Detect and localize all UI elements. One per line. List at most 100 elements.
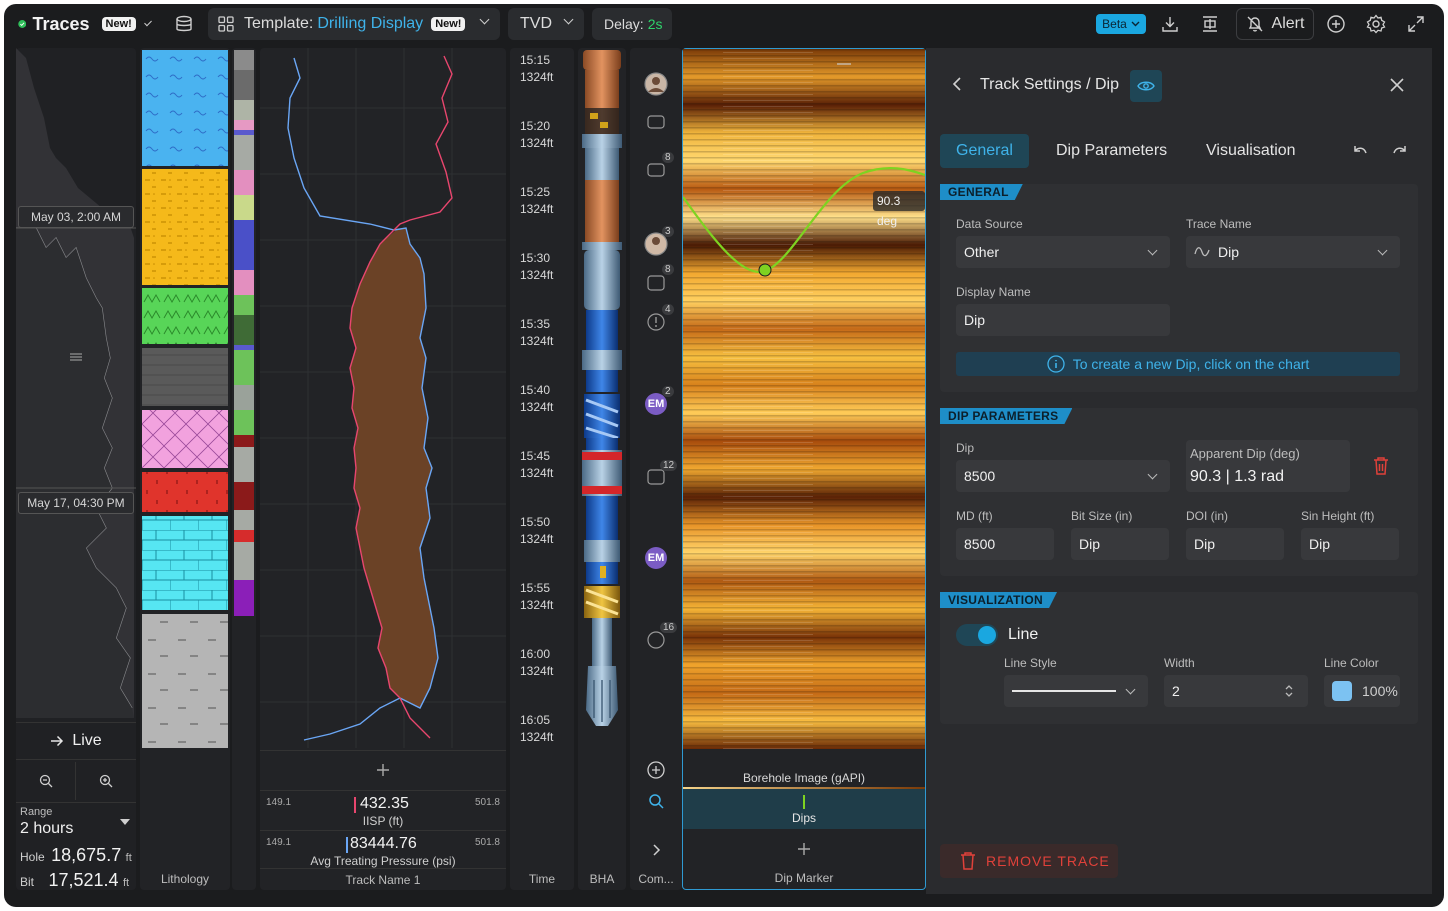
redo-button[interactable] [1390,142,1410,162]
borehole-legend[interactable]: Borehole Image (gAPI) [683,751,925,789]
depth-value: 1324ft [520,70,554,84]
dips-marker [803,795,805,809]
curve-legend-2[interactable]: 149.1 501.8 83444.76 Avg Treating Pressu… [260,830,506,870]
display-name-input[interactable]: Dip [956,304,1170,336]
caret-down-icon [120,819,130,825]
bha-track[interactable]: BHA [578,48,626,890]
line-style-select[interactable] [1004,675,1148,707]
align-button[interactable] [1194,8,1226,40]
overview-sparkline[interactable] [16,48,136,718]
bit-size-input[interactable]: Dip [1071,528,1169,560]
time-label: Time [528,872,556,886]
trace-name-select[interactable]: Dip [1186,236,1400,268]
range-label: Range [20,806,53,818]
comments-track[interactable]: 8 3 8 4 2 12 16 EM EM Com... [630,48,682,890]
delay-value: 2s [647,16,663,32]
app-title: Traces [32,13,90,34]
undo-button[interactable] [1350,142,1370,162]
delay-indicator[interactable]: Delay: 2s [592,8,672,40]
curve-plot[interactable] [260,48,506,748]
hole-label: Hole [20,850,45,864]
delete-dip-button[interactable] [1372,456,1392,478]
borehole-label: Borehole Image (gAPI) [742,771,866,785]
database-button[interactable] [168,8,200,40]
dip-marker-track[interactable]: 90.3 deg Borehole Image (gAPI) Dips Dip … [682,48,926,890]
depth-mode-select[interactable]: TVD [508,8,584,40]
live-button[interactable]: Live [16,722,136,760]
bell-off-icon [1247,16,1263,32]
time-value: 15:45 [520,449,551,463]
close-button[interactable] [1388,76,1406,94]
curve-value: 432.35 [360,795,409,812]
data-source-label: Data Source [956,217,1023,231]
bit-unit: ft [123,877,130,889]
curve-value: 83444.76 [350,835,417,852]
visibility-toggle[interactable] [1130,70,1162,102]
lithology-column [142,50,228,748]
trace-name-value: Dip [1218,244,1240,260]
stepper-icon[interactable] [1284,683,1294,699]
track-1[interactable]: 149.1 501.8 432.35 IISP (ft) 149.1 501.8… [260,48,506,890]
comment-count: 8 [662,152,674,163]
app-switcher[interactable]: Traces New! [18,8,152,40]
comment-count: 12 [660,460,678,471]
search-comments-button[interactable] [647,792,665,810]
plus-icon [377,763,389,776]
lithology-track[interactable]: Lithology [140,48,230,890]
dip-select[interactable]: 8500 [956,460,1170,492]
download-button[interactable] [1154,8,1186,40]
dip-tooltip: 90.3 deg [873,191,925,228]
zoom-in-button[interactable] [76,762,136,800]
add-comment-button[interactable] [1320,8,1352,40]
start-date-label: May 03, 2:00 AM [18,206,134,228]
remove-trace-button[interactable]: REMOVE TRACE [940,844,1118,878]
undo-icon [1354,146,1367,154]
comment-count: 3 [662,226,674,237]
tab-visualisation[interactable]: Visualisation [1206,142,1296,159]
width-label: Width [1164,656,1195,670]
alert-button[interactable]: Alert [1236,8,1314,40]
add-curve-button[interactable] [260,750,506,788]
time-value: 15:30 [520,251,551,265]
time-entry: 15:40 1324ft [520,382,553,416]
general-section: GENERAL Data Source Other Trace Name Dip… [940,184,1418,392]
color-strip-track[interactable] [232,48,256,890]
range-select[interactable]: Range 2 hours [16,802,136,842]
hole-depth: Hole 18,675.7 ft [20,845,136,867]
comment-count: 16 [660,622,678,633]
depth-mode-value: TVD [520,15,552,32]
doi-input[interactable]: Dip [1186,528,1284,560]
borehole-image[interactable] [683,49,925,749]
md-input[interactable]: 8500 [956,528,1054,560]
visualization-tag: VISUALIZATION [940,592,1057,608]
add-comment-button[interactable] [646,760,666,780]
line-color-picker[interactable]: 100% [1324,675,1400,707]
curve-legend-1[interactable]: 149.1 501.8 432.35 IISP (ft) [260,790,506,830]
beta-toggle[interactable]: Beta [1096,14,1146,34]
zoom-out-button[interactable] [16,762,76,800]
breadcrumb: Track Settings / Dip [980,76,1120,93]
depth-value: 1324ft [520,400,554,414]
template-selector[interactable]: Template: Drilling Display New! [208,8,500,40]
line-toggle[interactable] [956,624,998,646]
tab-dip-parameters[interactable]: Dip Parameters [1056,142,1168,159]
color-strip [234,50,254,616]
zoom-out-icon [39,774,52,788]
add-trace-button[interactable] [683,831,925,867]
tab-general[interactable]: General [940,134,1029,168]
dips-legend[interactable]: Dips [683,789,925,829]
depth-value: 1324ft [520,466,554,480]
template-prefix: Template: [244,15,314,32]
sin-height-input[interactable]: Dip [1301,528,1399,560]
time-entry: 15:30 1324ft [520,250,553,284]
avatar-initials: EM [647,552,665,564]
expand-comments-button[interactable] [648,842,664,858]
settings-button[interactable] [1360,8,1392,40]
toggle-knob [978,626,996,644]
back-button[interactable] [948,74,968,94]
time-track[interactable]: 15:15 1324ft 15:20 1324ft 15:25 1324ft 15:30 13… [510,48,574,890]
width-stepper[interactable]: 2 [1164,675,1308,707]
apparent-dip-value: 90.3 | 1.3 rad [1190,468,1284,485]
fullscreen-button[interactable] [1400,8,1432,40]
data-source-select[interactable]: Other [956,236,1170,268]
